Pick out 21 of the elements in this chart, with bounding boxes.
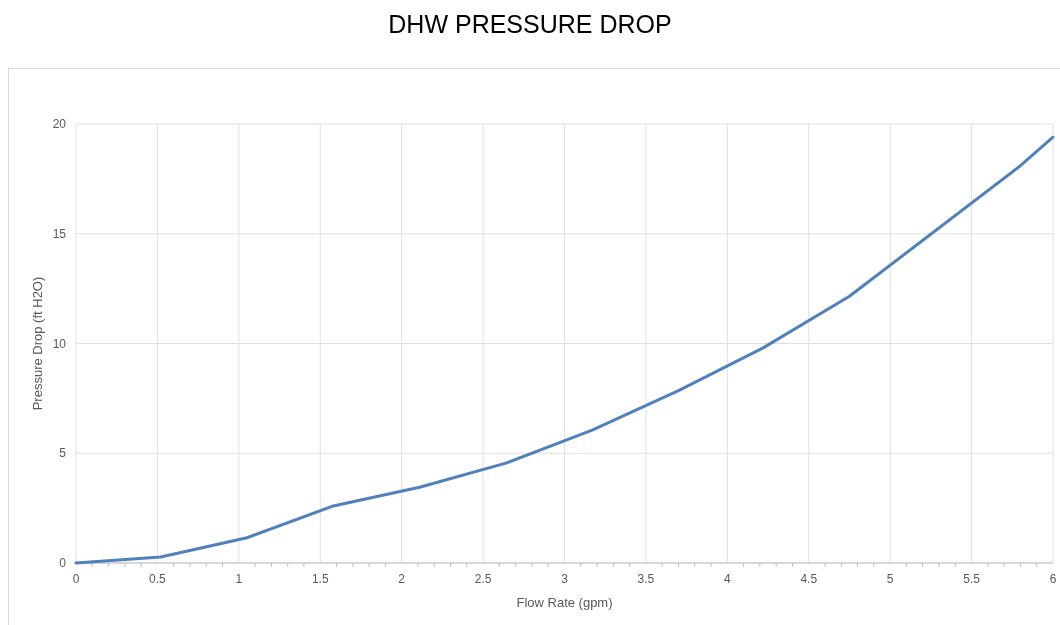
x-tick-label: 2	[398, 572, 406, 586]
x-tick-label: 6	[1049, 572, 1057, 586]
x-tick-label: 5.5	[963, 572, 981, 586]
y-tick-label: 20	[52, 117, 67, 131]
y-axis-title: Pressure Drop (ft H2O)	[30, 276, 45, 411]
y-tick-label: 15	[52, 226, 67, 241]
y-tick-label: 0	[59, 556, 67, 570]
x-tick-label: 1.5	[311, 572, 329, 586]
chart-title: DHW PRESSURE DROP	[388, 10, 672, 38]
x-tick-label: 0	[72, 572, 80, 586]
x-tick-label: 3.5	[637, 572, 655, 586]
y-tick-label: 5	[59, 446, 67, 461]
x-tick-label: 2.5	[474, 572, 492, 586]
x-axis-title: Flow Rate (gpm)	[516, 595, 613, 610]
x-tick-label: 3	[561, 572, 569, 586]
x-tick-label: 4.5	[800, 572, 818, 586]
x-tick-label: 5	[886, 572, 894, 586]
x-tick-label: 4	[723, 572, 731, 586]
x-tick-label: 1	[235, 572, 243, 586]
y-tick-label: 10	[52, 336, 67, 351]
x-tick-label: 0.5	[149, 572, 167, 586]
